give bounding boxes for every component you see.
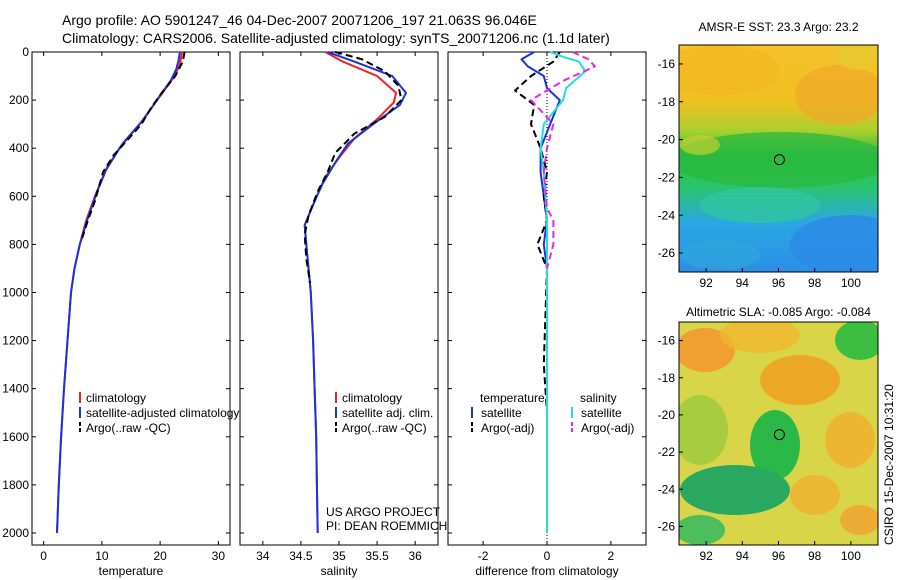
x-tick-label: 0 <box>40 549 47 563</box>
x-axis-label: salinity <box>321 564 358 578</box>
x-axis-label: temperature <box>99 564 164 578</box>
x-tick-label: 10 <box>95 549 109 563</box>
map-y-tick-label: -20 <box>658 408 676 422</box>
x-tick-label: 35.5 <box>365 549 389 563</box>
y-tick-label: 400 <box>9 141 29 155</box>
map-y-tick-label: -16 <box>658 57 676 71</box>
series-line-2 <box>303 51 403 284</box>
map-x-tick-label: 98 <box>808 276 822 290</box>
legend-label: Argo(..raw -QC) <box>86 421 171 435</box>
map-y-tick-label: -18 <box>658 371 676 385</box>
map-title: AMSR-E SST: 23.3 Argo: 23.2 <box>698 20 858 34</box>
map-y-tick-label: -22 <box>658 445 676 459</box>
figure-title-line1: Argo profile: AO 5901247_46 04-Dec-2007 … <box>62 12 537 28</box>
x-tick-label: 2 <box>608 549 615 563</box>
salinity-panel: 34 34.5 35 35.5 36 salinity climatologysatelli… <box>239 51 447 578</box>
map-x-tick-label: 96 <box>772 549 786 563</box>
map-y-tick-label: -24 <box>658 482 676 496</box>
series-line-3 <box>530 51 596 269</box>
y-tick-label: 1400 <box>2 382 29 396</box>
map-x-tick-label: 98 <box>808 549 822 563</box>
annotation-text: US ARGO PROJECT <box>326 505 441 519</box>
y-tick-label: 1000 <box>2 285 29 299</box>
x-tick-label: 35 <box>332 549 346 563</box>
map-y-tick-label: -26 <box>658 246 676 260</box>
map-x-tick-label: 96 <box>772 276 786 290</box>
map-y-tick-label: -22 <box>658 170 676 184</box>
legend-label: satellite <box>581 406 622 420</box>
x-tick-label: 0 <box>544 549 551 563</box>
y-tick-label: 600 <box>9 189 29 203</box>
legend-label: climatology <box>86 391 146 405</box>
map-x-tick-label: 92 <box>699 549 713 563</box>
map-x-tick-label: 100 <box>841 549 861 563</box>
x-tick-label: 36 <box>408 549 422 563</box>
sla-map-panel: Altimetric SLA: -0.085 Argo: -0.084 92 94 9… <box>658 305 879 563</box>
map-x-tick-label: 92 <box>699 276 713 290</box>
annotation-text: PI: DEAN ROEMMICH <box>326 519 447 533</box>
map-y-tick-label: -24 <box>658 208 676 222</box>
y-tick-label: 0 <box>22 45 29 59</box>
legend-label: climatology <box>342 391 402 405</box>
map-title: Altimetric SLA: -0.085 Argo: -0.084 <box>686 305 871 319</box>
map-y-tick-label: -26 <box>658 519 676 533</box>
temperature-frame <box>31 51 231 546</box>
y-tick-label: 1200 <box>2 334 29 348</box>
y-tick-label: 800 <box>9 237 29 251</box>
legend-label: satellite <box>481 406 522 420</box>
legend-label: satellite-adjusted climatology <box>86 406 239 420</box>
figure-title-line2: Climatology: CARS2006. Satellite-adjuste… <box>62 30 610 46</box>
map-x-tick-label: 100 <box>841 276 861 290</box>
y-tick-label: 200 <box>9 93 29 107</box>
legend-label: Argo(-adj) <box>581 421 634 435</box>
legend-group-title: temperature <box>480 391 545 405</box>
x-tick-label: 30 <box>212 549 226 563</box>
x-tick-label: -2 <box>478 549 489 563</box>
x-tick-label: 20 <box>153 549 167 563</box>
temperature-panel: 0 10 20 30 0 200 400 600 800 1000 1200 1400 1600 1800… <box>2 45 239 578</box>
map-y-tick-label: -20 <box>658 133 676 147</box>
legend-label: Argo(-adj) <box>481 421 534 435</box>
series-line-2 <box>539 51 587 533</box>
argo-location-marker <box>773 154 785 166</box>
map-x-tick-label: 94 <box>736 549 750 563</box>
salinity-frame <box>239 51 439 546</box>
legend-label: Argo(..raw -QC) <box>342 421 427 435</box>
map-y-tick-label: -16 <box>658 334 676 348</box>
y-tick-label: 1600 <box>2 430 29 444</box>
argo-location-marker <box>773 429 785 441</box>
side-timestamp-label: CSIRO 15-Dec-2007 10:31:20 <box>882 384 896 545</box>
x-axis-label: difference from climatology <box>475 564 618 578</box>
series-line-2 <box>79 51 186 243</box>
y-tick-label: 2000 <box>2 526 29 540</box>
map-x-tick-label: 94 <box>736 276 750 290</box>
x-tick-label: 34 <box>256 549 270 563</box>
map-y-tick-label: -18 <box>658 95 676 109</box>
legend-label: satellite adj. clim. <box>342 406 433 420</box>
x-tick-label: 34.5 <box>289 549 313 563</box>
legend-group-title: salinity <box>580 391 617 405</box>
y-tick-label: 1800 <box>2 478 29 492</box>
sst-map-panel: AMSR-E SST: 23.3 Argo: 23.2 92 94 96 98 100 -1… <box>658 20 879 290</box>
